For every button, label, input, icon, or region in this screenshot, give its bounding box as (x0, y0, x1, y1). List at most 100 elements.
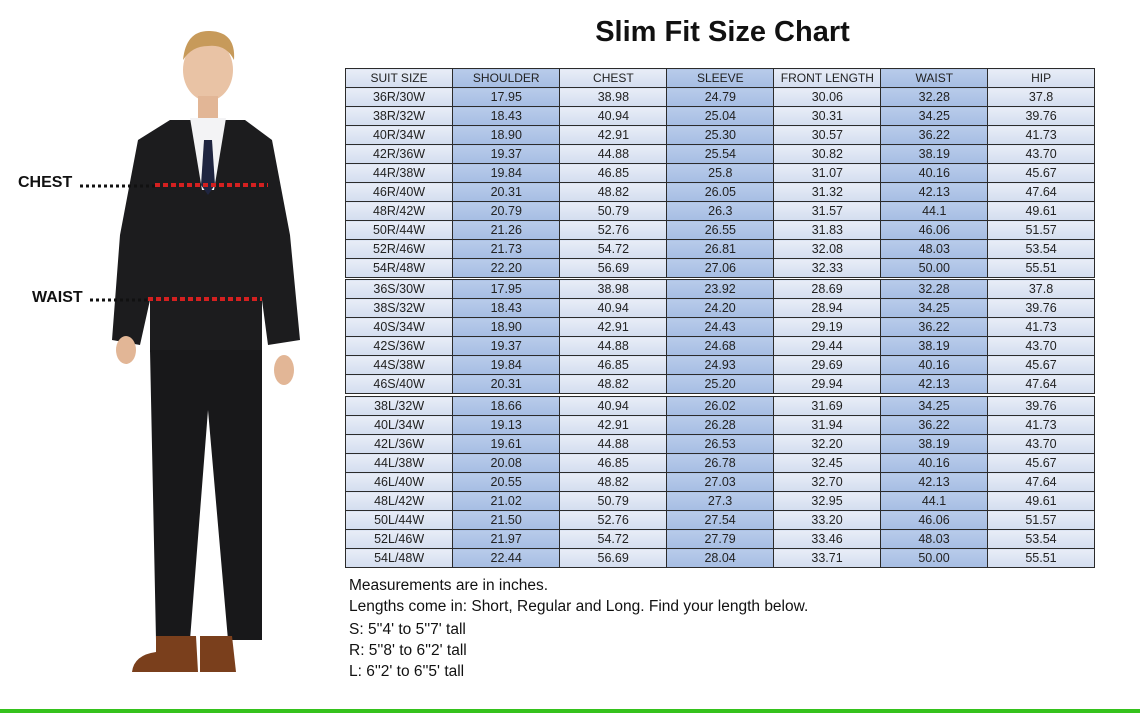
table-row: 40L/34W 19.13 42.91 26.28 31.94 36.22 41.73 (344, 415, 1096, 435)
measurement-cell: 40.16 (880, 355, 988, 375)
suit-size-cell: 40R/34W (344, 125, 454, 145)
measurement-cell: 41.73 (986, 415, 1096, 435)
measurement-cell: 18.66 (452, 396, 561, 416)
measurement-cell: 21.02 (452, 491, 561, 511)
measurement-cell: 39.76 (987, 106, 1095, 126)
measurement-cell: 50.00 (880, 258, 989, 278)
measurement-cell: 32.45 (773, 453, 882, 473)
table-row: 40S/34W 18.90 42.91 24.43 29.19 36.22 41.73 (344, 317, 1095, 337)
measurement-cell: 20.79 (452, 201, 561, 221)
measurement-cell: 29.19 (773, 317, 882, 337)
measurement-cell: 44.88 (559, 144, 668, 164)
table-row: 46R/40W 20.31 48.82 26.05 31.32 42.13 47.64 (344, 182, 1095, 202)
short-size-table: 36S/30W 17.95 38.98 23.92 28.69 32.28 37.8 38S/… (344, 279, 1095, 394)
measurement-cell: 20.08 (452, 453, 561, 473)
measurement-cell: 48.82 (559, 472, 668, 492)
measurement-cell: 20.31 (452, 374, 561, 394)
suit-size-cell: 46S/40W (344, 374, 454, 394)
suit-size-cell: 38R/32W (344, 106, 454, 126)
measurement-cell: 29.94 (773, 374, 882, 394)
measurement-cell: 18.43 (452, 298, 561, 318)
suit-size-cell: 46L/40W (344, 472, 454, 492)
suit-size-cell: 50L/44W (344, 510, 454, 530)
measurement-cell: 30.82 (773, 144, 882, 164)
suit-size-cell: 46R/40W (344, 182, 454, 202)
measurement-cell: 26.53 (666, 434, 775, 454)
measurement-cell: 33.71 (773, 548, 882, 568)
measurement-cell: 38.19 (880, 144, 989, 164)
measurement-cell: 42.13 (880, 472, 988, 492)
measurement-cell: 34.25 (880, 298, 988, 318)
measurement-cell: 20.31 (452, 182, 561, 202)
suit-size-cell: 42L/36W (344, 434, 454, 454)
note-units: Measurements are in inches. (349, 577, 549, 594)
measurement-cell: 25.04 (666, 106, 775, 126)
footer-line (0, 709, 1140, 713)
measurement-cell: 45.67 (987, 163, 1095, 183)
measurement-cell: 50.00 (880, 548, 988, 568)
note-lengths: Lengths come in: Short, Regular and Long… (349, 598, 809, 615)
measurement-cell: 36.22 (880, 415, 988, 435)
table-row: 38L/32W 18.66 40.94 26.02 31.69 34.25 39.76 (344, 396, 1096, 416)
suit-size-cell: 54L/48W (344, 548, 454, 568)
table-row: 46S/40W 20.31 48.82 25.20 29.94 42.13 47.64 (344, 374, 1095, 394)
measurement-cell: 43.70 (986, 434, 1096, 454)
suit-size-cell: 36R/30W (344, 87, 454, 107)
suit-size-cell: 40L/34W (344, 415, 454, 435)
table-row: 40R/34W 18.90 42.91 25.30 30.57 36.22 41.73 (344, 125, 1095, 145)
measurement-cell: 32.95 (773, 491, 882, 511)
measurement-cell: 28.94 (773, 298, 882, 318)
measurement-cell: 26.3 (666, 201, 775, 221)
note-regular: R: 5''8' to 6''2' tall (349, 642, 467, 659)
measurement-cell: 32.33 (773, 258, 882, 278)
measurement-cell: 36.22 (880, 317, 988, 337)
table-row: 50L/44W 21.50 52.76 27.54 33.20 46.06 51.57 (344, 510, 1096, 530)
measurement-cell: 44.1 (880, 201, 989, 221)
table-row: 48L/42W 21.02 50.79 27.3 32.95 44.1 49.61 (344, 491, 1096, 511)
measurement-cell: 41.73 (987, 317, 1095, 337)
measurement-cell: 26.05 (666, 182, 775, 202)
measurement-cell: 42.91 (559, 125, 668, 145)
measurement-cell: 46.85 (559, 453, 668, 473)
measurement-cell: 31.83 (773, 220, 882, 240)
measurement-cell: 31.32 (773, 182, 882, 202)
measurement-cell: 52.76 (559, 220, 668, 240)
measurement-cell: 38.19 (880, 434, 988, 454)
suit-size-cell: 42R/36W (344, 144, 454, 164)
measurement-cell: 26.55 (666, 220, 775, 240)
measurement-cell: 20.55 (452, 472, 561, 492)
column-header: SHOULDER (452, 68, 561, 88)
measurement-cell: 51.57 (987, 220, 1095, 240)
table-row: 42R/36W 19.37 44.88 25.54 30.82 38.19 43.70 (344, 144, 1095, 164)
measurement-cell: 56.69 (559, 548, 668, 568)
measurement-cell: 49.61 (987, 201, 1095, 221)
measurement-cell: 28.69 (773, 279, 882, 299)
measurement-cell: 46.06 (880, 510, 988, 530)
measurement-cell: 26.02 (666, 396, 775, 416)
measurement-cell: 22.20 (452, 258, 561, 278)
table-row: 46L/40W 20.55 48.82 27.03 32.70 42.13 47.64 (344, 472, 1096, 492)
measurement-cell: 25.8 (666, 163, 775, 183)
measurement-cell: 38.98 (559, 87, 668, 107)
measurement-cell: 21.73 (452, 239, 561, 259)
suit-size-cell: 48L/42W (344, 491, 454, 511)
table-row: 54R/48W 22.20 56.69 27.06 32.33 50.00 55.51 (344, 258, 1095, 278)
measurement-cell: 31.69 (773, 396, 882, 416)
measurement-cell: 40.16 (880, 163, 989, 183)
table-row: 44L/38W 20.08 46.85 26.78 32.45 40.16 45.67 (344, 453, 1096, 473)
regular-size-table: SUIT SIZE SHOULDER CHEST SLEEVE FRONT LENGTH… (344, 68, 1095, 278)
measurement-cell: 52.76 (559, 510, 668, 530)
measurement-cell: 27.3 (666, 491, 775, 511)
measurement-cell: 45.67 (987, 355, 1095, 375)
measurement-cell: 38.19 (880, 336, 988, 356)
table-row: 36R/30W 17.95 38.98 24.79 30.06 32.28 37.8 (344, 87, 1095, 107)
measurement-cell: 27.79 (666, 529, 775, 549)
column-header: HIP (987, 68, 1095, 88)
measurement-cell: 47.64 (986, 472, 1096, 492)
measurement-cell: 47.64 (987, 374, 1095, 394)
measurement-cell: 42.91 (559, 317, 668, 337)
suit-size-cell: 48R/42W (344, 201, 454, 221)
table-row: 36S/30W 17.95 38.98 23.92 28.69 32.28 37.8 (344, 279, 1095, 299)
measurement-cell: 41.73 (987, 125, 1095, 145)
measurement-cell: 55.51 (987, 258, 1095, 278)
